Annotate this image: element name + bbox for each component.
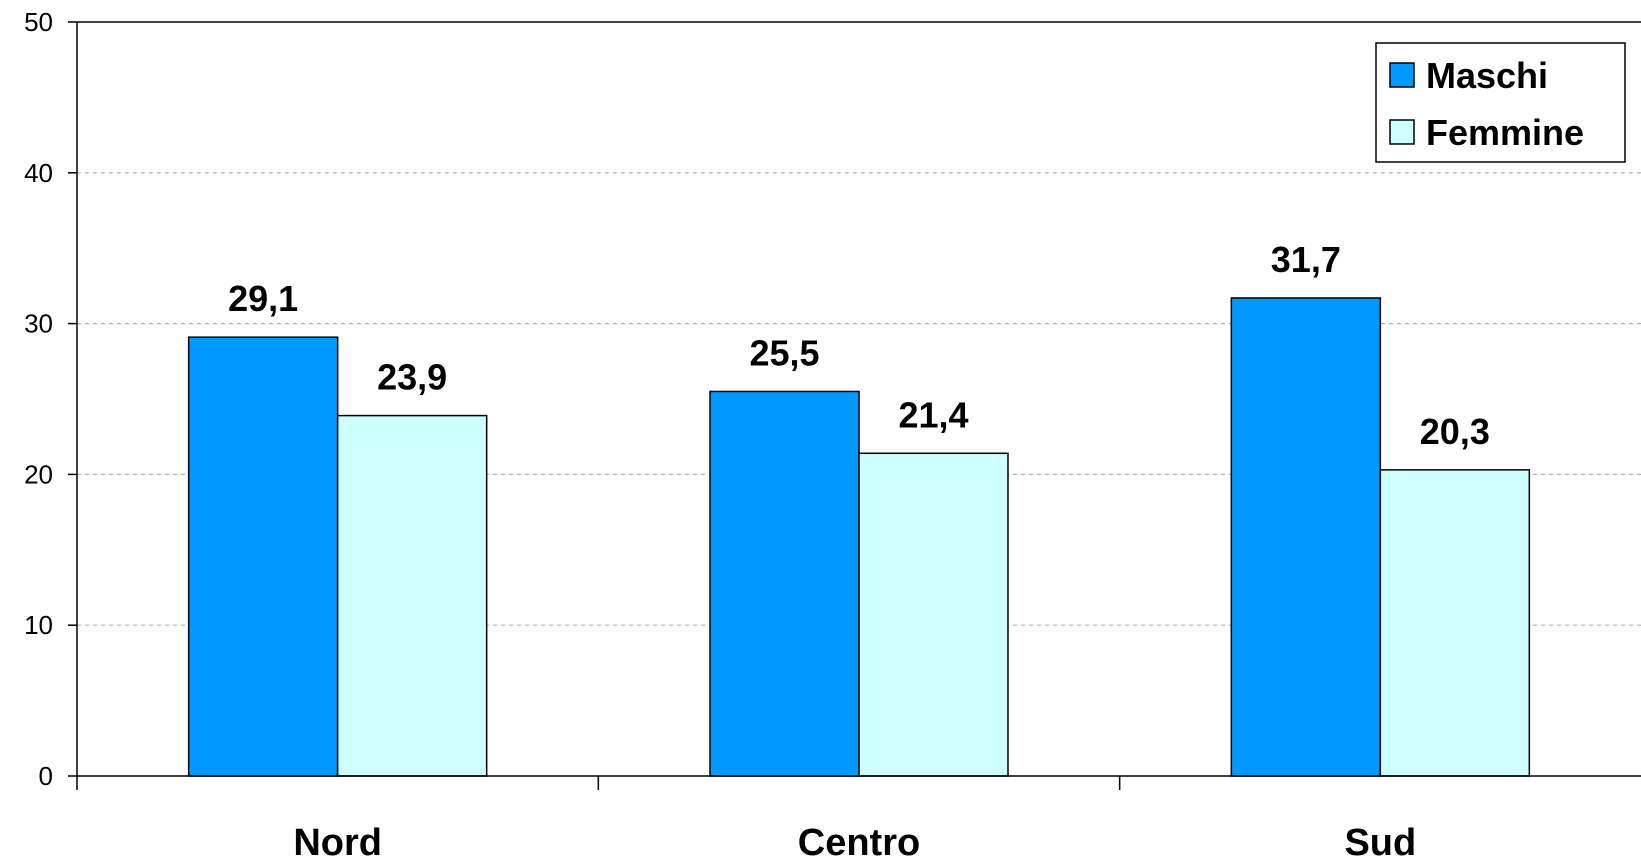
legend-label: Maschi (1426, 55, 1548, 96)
legend-swatch-femmine (1389, 119, 1415, 145)
data-label: 25,5 (749, 332, 819, 373)
bars: 29,1 25,5 31,7 23,9 21,4 20,3 (187, 239, 1531, 777)
y-tick-label: 10 (24, 610, 53, 640)
y-tick-label: 0 (39, 761, 53, 791)
data-label: 20,3 (1420, 411, 1490, 452)
legend-box (1375, 42, 1626, 163)
y-tick-label: 50 (24, 7, 53, 37)
x-category-label: Sud (1344, 822, 1416, 859)
y-tick-label: 40 (24, 158, 53, 188)
bar-femmine-nord (336, 414, 488, 777)
data-label: 23,9 (377, 357, 447, 398)
bar-maschi-centro (709, 390, 860, 777)
bar-maschi-sud (1230, 297, 1382, 777)
x-category-label: Nord (293, 822, 382, 859)
legend-swatch-maschi (1389, 62, 1415, 88)
axes: 0 10 20 30 40 50 Nord Centro Sud (24, 7, 1641, 859)
bar-maschi-nord (187, 336, 339, 777)
data-label: 29,1 (228, 278, 298, 319)
y-tick-label: 20 (24, 459, 53, 489)
bar-femmine-sud (1379, 469, 1531, 777)
x-category-label: Centro (798, 822, 920, 859)
data-label: 21,4 (898, 394, 968, 435)
y-tick-label: 30 (24, 309, 53, 339)
legend-label: Femmine (1426, 112, 1584, 153)
legend: Maschi Femmine (1375, 42, 1626, 163)
data-label: 31,7 (1271, 239, 1341, 280)
bar-femmine-centro (858, 452, 1009, 777)
